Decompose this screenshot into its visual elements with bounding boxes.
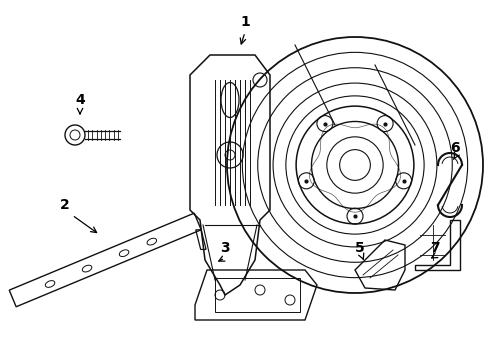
Text: 4: 4 [75,93,85,107]
Text: 2: 2 [60,198,70,212]
Text: 1: 1 [240,15,250,29]
Text: 7: 7 [430,241,440,255]
Text: 3: 3 [220,241,230,255]
Text: 5: 5 [355,241,365,255]
Text: 6: 6 [450,141,460,155]
